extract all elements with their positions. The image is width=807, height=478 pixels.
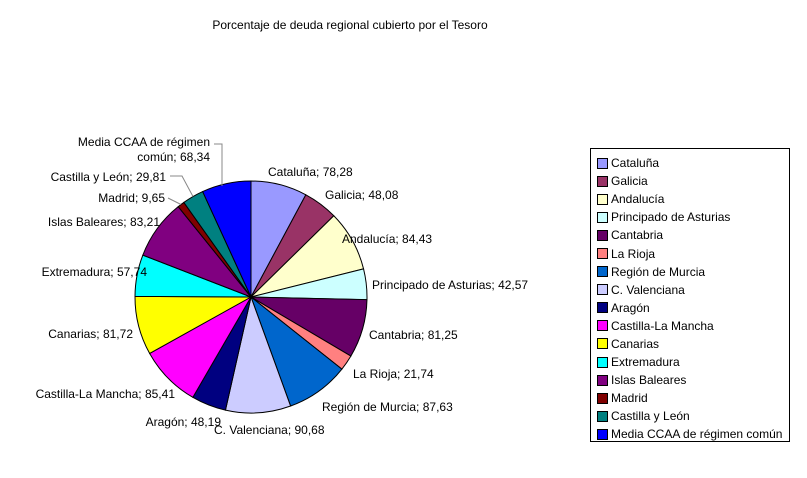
legend-label: Castilla-La Mancha bbox=[611, 318, 714, 333]
legend-item: Principado de Asturias bbox=[597, 208, 789, 226]
legend-swatch bbox=[597, 157, 608, 169]
data-label: Andalucía; 84,43 bbox=[342, 232, 432, 246]
legend-swatch bbox=[597, 302, 608, 314]
leader-line bbox=[167, 197, 182, 205]
legend: Cataluña Galicia Andalucía Principado de As… bbox=[590, 148, 790, 442]
legend-item: Madrid bbox=[597, 389, 789, 407]
legend-item: Aragón bbox=[597, 299, 789, 317]
legend-swatch bbox=[597, 320, 608, 332]
legend-item: Canarias bbox=[597, 335, 789, 353]
legend-swatch bbox=[597, 338, 608, 350]
legend-item: Media CCAA de régimen común bbox=[597, 425, 789, 443]
legend-item: C. Valenciana bbox=[597, 281, 789, 299]
legend-label: Aragón bbox=[611, 300, 650, 315]
legend-swatch bbox=[597, 248, 608, 260]
legend-item: Islas Baleares bbox=[597, 371, 789, 389]
legend-item: Región de Murcia bbox=[597, 263, 789, 281]
legend-swatch bbox=[597, 211, 608, 223]
legend-label: Andalucía bbox=[611, 192, 665, 207]
legend-label: Cantabria bbox=[611, 228, 664, 243]
data-label: Islas Baleares; 83,21 bbox=[48, 215, 160, 229]
legend-swatch bbox=[597, 193, 608, 205]
data-label: La Rioja; 21,74 bbox=[353, 367, 434, 381]
legend-item: Cantabria bbox=[597, 226, 789, 244]
data-label: Extremadura; 57,74 bbox=[42, 265, 148, 279]
data-label: Castilla-La Mancha; 85,41 bbox=[36, 387, 176, 401]
legend-swatch bbox=[597, 284, 608, 296]
legend-label: Media CCAA de régimen común bbox=[611, 427, 783, 442]
pie-slice bbox=[201, 180, 252, 298]
data-label: Región de Murcia; 87,63 bbox=[322, 400, 453, 414]
legend-swatch bbox=[597, 410, 608, 422]
data-label: Castilla y León; 29,81 bbox=[51, 170, 167, 184]
legend-label: Canarias bbox=[611, 336, 660, 351]
legend-item: Castilla y León bbox=[597, 407, 789, 425]
legend-item: Cataluña bbox=[597, 154, 789, 172]
legend-swatch bbox=[597, 266, 608, 278]
legend-swatch bbox=[597, 229, 608, 241]
legend-label: La Rioja bbox=[611, 246, 656, 261]
legend-swatch bbox=[597, 356, 608, 368]
legend-label: Cataluña bbox=[611, 156, 660, 171]
legend-label: Galicia bbox=[611, 174, 648, 189]
legend-label: C. Valenciana bbox=[611, 282, 685, 297]
legend-label: Islas Baleares bbox=[611, 373, 687, 388]
legend-item: Extremadura bbox=[597, 353, 789, 371]
leader-line bbox=[170, 175, 194, 197]
legend-label: Castilla y León bbox=[611, 409, 690, 424]
legend-swatch bbox=[597, 392, 608, 404]
data-label: Cantabria; 81,25 bbox=[369, 328, 458, 342]
data-label: Principado de Asturias; 42,57 bbox=[372, 278, 528, 292]
chart-title: Porcentaje de deuda regional cubierto po… bbox=[212, 18, 488, 32]
legend-item: Galicia bbox=[597, 172, 789, 190]
data-label: Canarias; 81,72 bbox=[48, 327, 133, 341]
leader-line bbox=[214, 143, 223, 186]
data-label: Madrid; 9,65 bbox=[98, 191, 165, 205]
data-label: Galicia; 48,08 bbox=[325, 188, 399, 202]
legend-swatch bbox=[597, 428, 608, 440]
legend-item: Andalucía bbox=[597, 190, 789, 208]
legend-label: Región de Murcia bbox=[611, 264, 706, 279]
data-label: C. Valenciana; 90,68 bbox=[214, 423, 325, 437]
legend-swatch bbox=[597, 374, 608, 386]
legend-label: Principado de Asturias bbox=[611, 210, 731, 225]
legend-item: La Rioja bbox=[597, 244, 789, 262]
legend-swatch bbox=[597, 175, 608, 187]
data-label: Aragón; 48,19 bbox=[146, 415, 222, 429]
data-label: Media CCAA de régimen común; 68,34 bbox=[78, 135, 210, 164]
legend-item: Castilla-La Mancha bbox=[597, 317, 789, 335]
legend-label: Extremadura bbox=[611, 355, 680, 370]
legend-label: Madrid bbox=[611, 391, 648, 406]
data-label: Cataluña; 78,28 bbox=[268, 165, 353, 179]
